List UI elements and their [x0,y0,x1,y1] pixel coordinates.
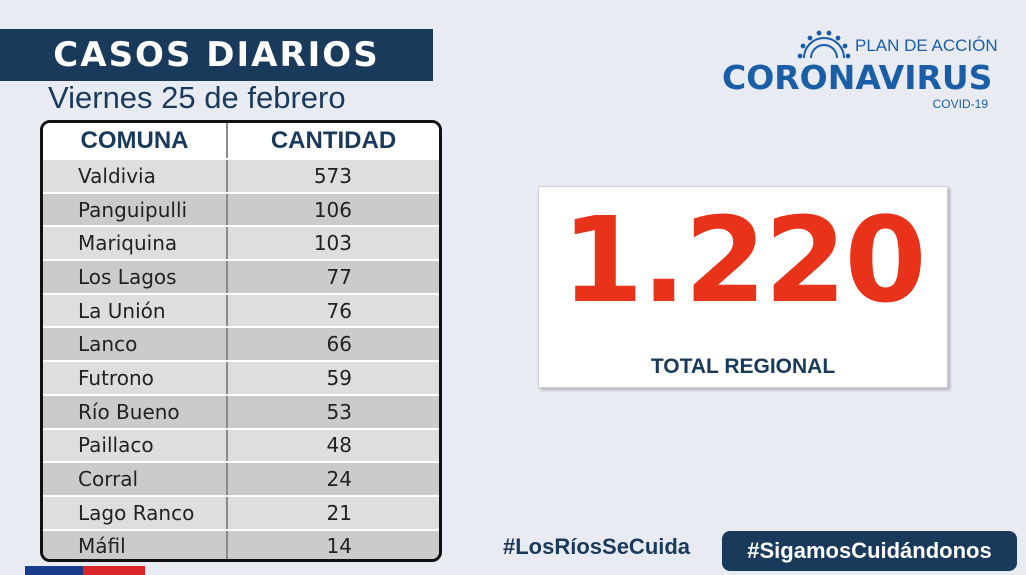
cell-comuna: Lanco [43,328,228,361]
hashtag-los-rios: #LosRíosSeCuida [503,534,691,559]
sun-rays-icon [797,30,851,59]
table-row: Corral 24 [43,461,439,495]
header-comuna: COMUNA [43,123,228,158]
cell-cantidad: 53 [326,399,352,424]
cell-cantidad: 66 [326,332,352,357]
table-row: Paillaco 48 [43,427,439,462]
cell-cantidad: 21 [326,500,352,525]
table-row: La Unión 76 [43,292,439,327]
flag-stripe-red [83,566,145,575]
cell-comuna: Lago Ranco [43,496,228,529]
table-row: Panguipulli 106 [43,191,439,226]
table-row: Máfil 14 [43,528,439,559]
cell-comuna: Panguipulli [43,193,228,226]
logo-plan-text: PLAN DE ACCIÓN [855,36,998,55]
logo-covid-text: COVID-19 [932,97,988,111]
cell-cantidad: 77 [326,264,352,289]
cell-cantidad: 106 [313,197,352,222]
table-row: Río Bueno 53 [43,393,439,428]
table-header: COMUNA CANTIDAD [43,123,439,158]
total-label: TOTAL REGIONAL [650,355,836,378]
header-cantidad: CANTIDAD [270,126,397,154]
cases-table: COMUNA CANTIDAD Valdivia 573 Panguipulli… [40,120,442,562]
cell-comuna: Valdivia [43,160,228,192]
table-row: Lago Ranco 21 [43,494,439,529]
table-row: Futrono 59 [43,360,439,394]
cell-comuna: Los Lagos [43,261,228,293]
table-row: Lanco 66 [43,326,439,361]
cell-comuna: Futrono [43,362,228,394]
table-row: Valdivia 573 [43,158,439,192]
table-row: Mariquina 103 [43,225,439,260]
date-subtitle: Viernes 25 de febrero [48,80,346,115]
total-card: 1.220 TOTAL REGIONAL [538,186,948,388]
cell-comuna: Mariquina [43,227,228,260]
hashtag-sigamos: #SigamosCuidándonos [722,531,1017,571]
cell-comuna: Máfil [43,530,228,559]
cell-cantidad: 24 [326,467,352,492]
table-row: Los Lagos 77 [43,259,439,293]
total-value: 1.220 [561,191,926,329]
page-title: CASOS DIARIOS [0,29,433,81]
cell-cantidad: 48 [326,433,352,458]
logo-name-text: CORONAVIRUS [722,58,993,97]
cell-comuna: La Unión [43,294,228,327]
cell-cantidad: 14 [326,534,352,559]
coronavirus-logo: PLAN DE ACCIÓN CORONAVIRUS COVID-19 [720,28,998,112]
cell-cantidad: 103 [313,231,352,256]
cell-comuna: Corral [43,463,228,495]
cell-comuna: Río Bueno [43,395,228,428]
cell-cantidad: 573 [313,163,352,188]
cell-cantidad: 59 [326,365,352,390]
cell-cantidad: 76 [326,298,352,323]
flag-stripe-blue [25,566,83,575]
cell-comuna: Paillaco [43,429,228,462]
